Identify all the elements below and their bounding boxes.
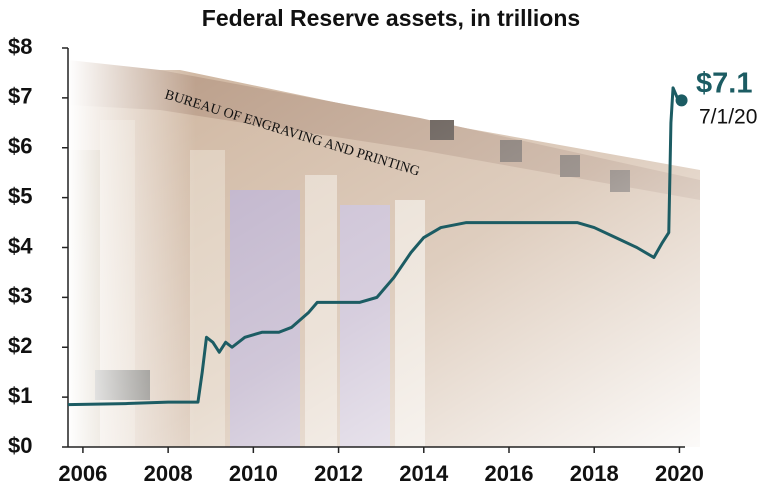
x-tick-label: 2012 — [314, 461, 363, 486]
x-tick-label: 2010 — [229, 461, 278, 486]
end-marker — [675, 94, 688, 107]
y-tick-label: $8 — [8, 34, 32, 59]
x-tick-label: 2016 — [485, 461, 534, 486]
x-tick-label: 2020 — [655, 461, 704, 486]
annotation-date: 7/1/20 — [699, 106, 757, 129]
x-tick-label: 2006 — [58, 461, 107, 486]
y-tick-label: $6 — [8, 134, 32, 159]
y-tick-label: $1 — [8, 383, 32, 408]
chart-title: Federal Reserve assets, in trillions — [202, 5, 580, 31]
annotation-value: $7.1 — [696, 68, 752, 100]
line — [67, 86, 683, 407]
y-tick-label: $3 — [8, 283, 32, 308]
x-tick-label: 2014 — [399, 461, 449, 486]
x-tick-label: 2018 — [570, 461, 619, 486]
x-tick-label: 2008 — [144, 461, 193, 486]
y-tick-label: $4 — [8, 233, 33, 258]
background-photo: BUREAU OF ENGRAVING AND PRINTING — [68, 60, 708, 450]
y-tick-label: $5 — [8, 183, 32, 208]
y-tick-label: $0 — [8, 433, 32, 458]
y-tick-label: $2 — [8, 333, 32, 358]
y-tick-label: $7 — [8, 84, 32, 109]
